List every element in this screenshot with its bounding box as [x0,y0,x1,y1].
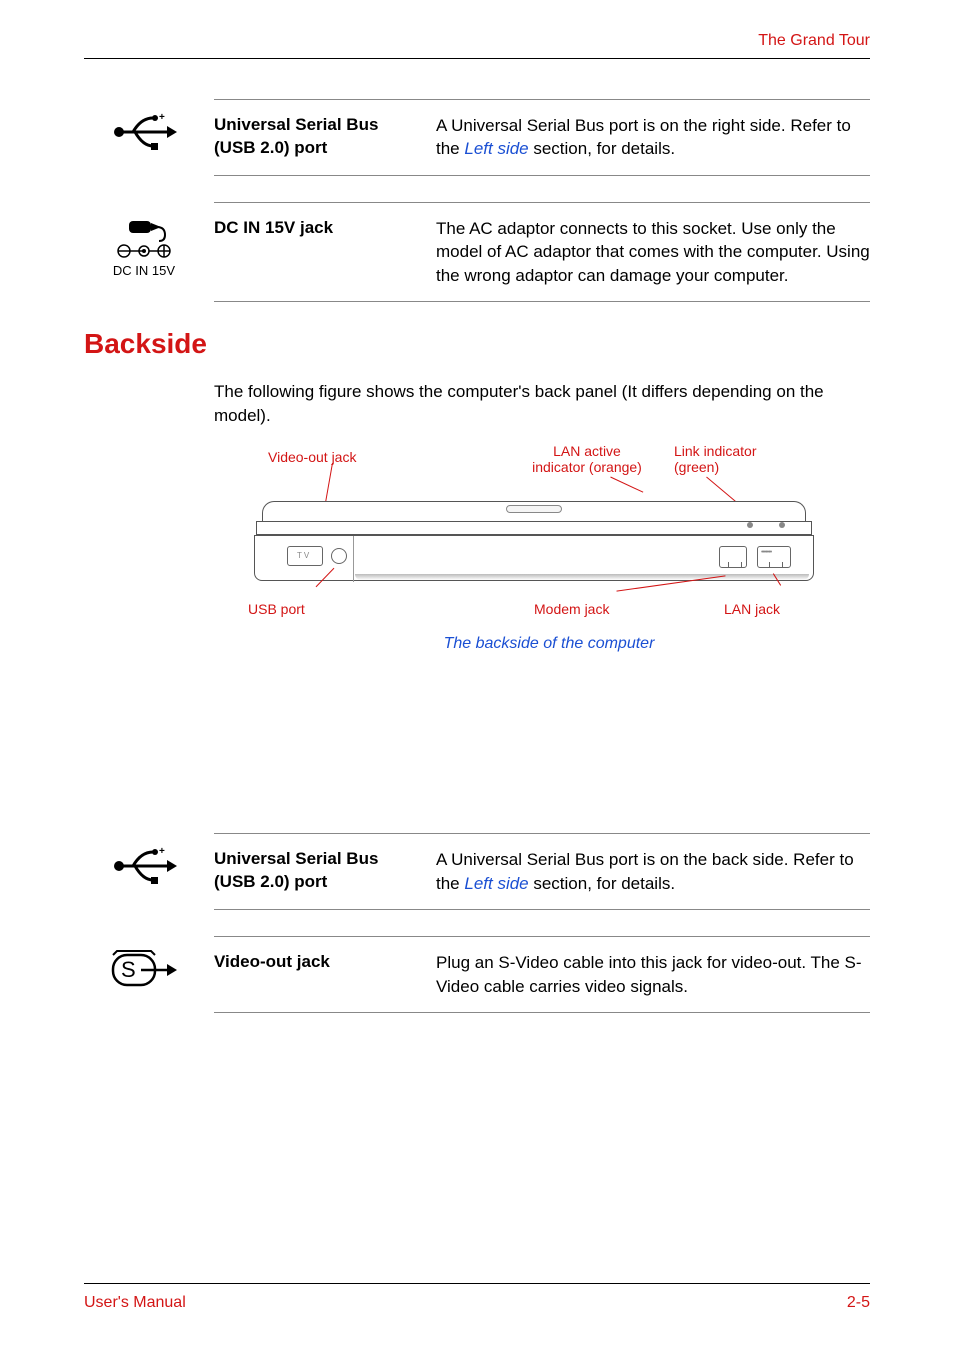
header-title: The Grand Tour [758,32,870,49]
usb-icon: + [84,100,214,175]
label-usb-port: USB port [248,601,305,617]
figure-caption: The backside of the computer [254,635,844,653]
row-label: Universal Serial Bus (USB 2.0) port [214,100,436,175]
section-heading: Backside [84,328,870,360]
row-dc-in: DC IN 15V DC IN 15V jack The AC adaptor … [214,202,870,302]
svg-text:+: + [159,846,165,857]
left-side-link[interactable]: Left side [464,139,528,158]
row-desc: A Universal Serial Bus port is on the ba… [436,834,870,909]
row-label: Video-out jack [214,937,436,1012]
row-label: Universal Serial Bus (USB 2.0) port [214,834,436,909]
backside-figure: Video-out jack LAN active indicator (ora… [254,443,844,653]
footer-right: 2-5 [847,1294,870,1312]
row-desc: Plug an S-Video cable into this jack for… [436,937,870,1012]
label-modem-jack: Modem jack [534,601,609,617]
svg-text:+: + [159,112,165,123]
usb-icon: + [84,834,214,909]
row-usb-right: + Universal Serial Bus (USB 2.0) port A … [214,99,870,176]
row-desc: A Universal Serial Bus port is on the ri… [436,100,870,175]
row-label: DC IN 15V jack [214,203,436,301]
row-video-out: S Video-out jack Plug an S-Video cable i… [214,936,870,1013]
label-lan-jack: LAN jack [724,601,780,617]
svg-text:S: S [121,957,136,982]
svideo-icon: S [84,937,214,1012]
row-usb-back: + Universal Serial Bus (USB 2.0) port A … [214,833,870,910]
left-side-link[interactable]: Left side [464,874,528,893]
dc-label-text: DC IN 15V [113,263,175,278]
footer-left: User's Manual [84,1294,186,1312]
intro-text: The following figure shows the computer'… [214,380,870,427]
row-desc: The AC adaptor connects to this socket. … [436,203,870,301]
page-footer: User's Manual 2-5 [84,1283,870,1312]
dc-in-icon: DC IN 15V [84,203,214,301]
page-header: The Grand Tour [84,32,870,59]
label-video-out: Video-out jack [268,449,356,465]
device-drawing [254,501,814,587]
